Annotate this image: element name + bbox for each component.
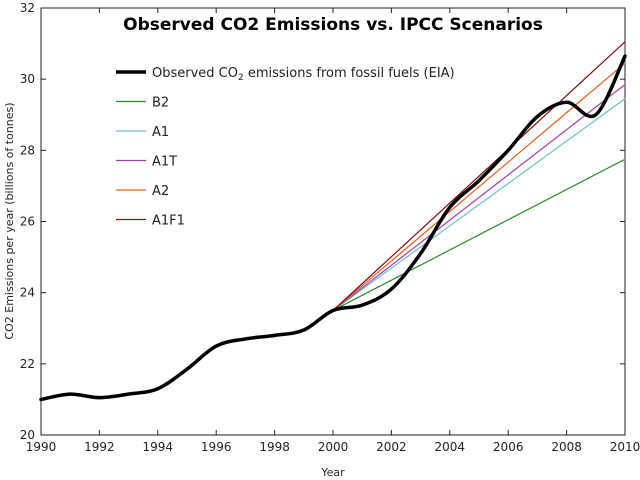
x-tick-label: 2002	[376, 440, 407, 454]
y-tick-label: 28	[20, 143, 35, 157]
x-tick-label: 1992	[84, 440, 115, 454]
legend: Observed CO2 emissions from fossil fuels…	[116, 66, 455, 229]
legend-label-main: Observed CO	[152, 66, 238, 81]
legend-item-0: Observed CO2 emissions from fossil fuels…	[116, 66, 455, 83]
legend-label: B2	[152, 96, 169, 111]
series-line-4	[332, 62, 626, 312]
x-tick-label: 1998	[259, 440, 290, 454]
legend-item-2: A1	[116, 125, 169, 140]
legend-label-rest: emissions from fossil fuels (EIA)	[244, 66, 455, 81]
x-tick-label: 1990	[26, 440, 57, 454]
series-line-2	[332, 98, 626, 312]
y-tick-label: 20	[20, 428, 35, 442]
legend-item-1: B2	[116, 96, 169, 111]
ticks-layer: 1990 1992 1994 1996 1998 2000 2002 2004 2006 2008…	[20, 1, 640, 454]
y-tick-label: 24	[20, 286, 35, 300]
legend-label: A1	[152, 125, 169, 140]
x-tick-label: 2000	[318, 440, 349, 454]
series-layer	[39, 41, 627, 402]
x-tick-label: 2010	[610, 440, 640, 454]
legend-item-5: A1F1	[116, 214, 185, 229]
x-tick-label: 1996	[201, 440, 232, 454]
legend-label: A1T	[152, 155, 177, 170]
legend-item-4: A2	[116, 184, 169, 199]
series-line-3	[332, 83, 626, 312]
series-line-5	[332, 41, 626, 312]
y-tick-label: 32	[20, 1, 35, 15]
series-line-0	[39, 54, 627, 402]
legend-item-3: A1T	[116, 155, 177, 170]
x-axis-label: Year	[320, 466, 345, 479]
y-tick-label: 26	[20, 215, 35, 229]
x-tick-label: 2008	[551, 440, 582, 454]
x-tick-label: 2006	[493, 440, 524, 454]
series-line-1	[332, 158, 626, 312]
y-tick-label: 30	[20, 72, 35, 86]
legend-label-subscript: 2	[238, 73, 244, 83]
legend-label: Observed CO2 emissions from fossil fuels…	[152, 66, 455, 83]
y-axis-label: CO2 Emissions per year (billions of tonn…	[3, 102, 16, 339]
y-tick-label: 22	[20, 357, 35, 371]
x-tick-label: 1994	[143, 440, 174, 454]
chart-title: Observed CO2 Emissions vs. IPCC Scenario…	[123, 15, 543, 35]
plot-area	[40, 7, 626, 436]
legend-label: A2	[152, 184, 169, 199]
legend-label: A1F1	[152, 214, 185, 229]
x-tick-label: 2004	[435, 440, 466, 454]
